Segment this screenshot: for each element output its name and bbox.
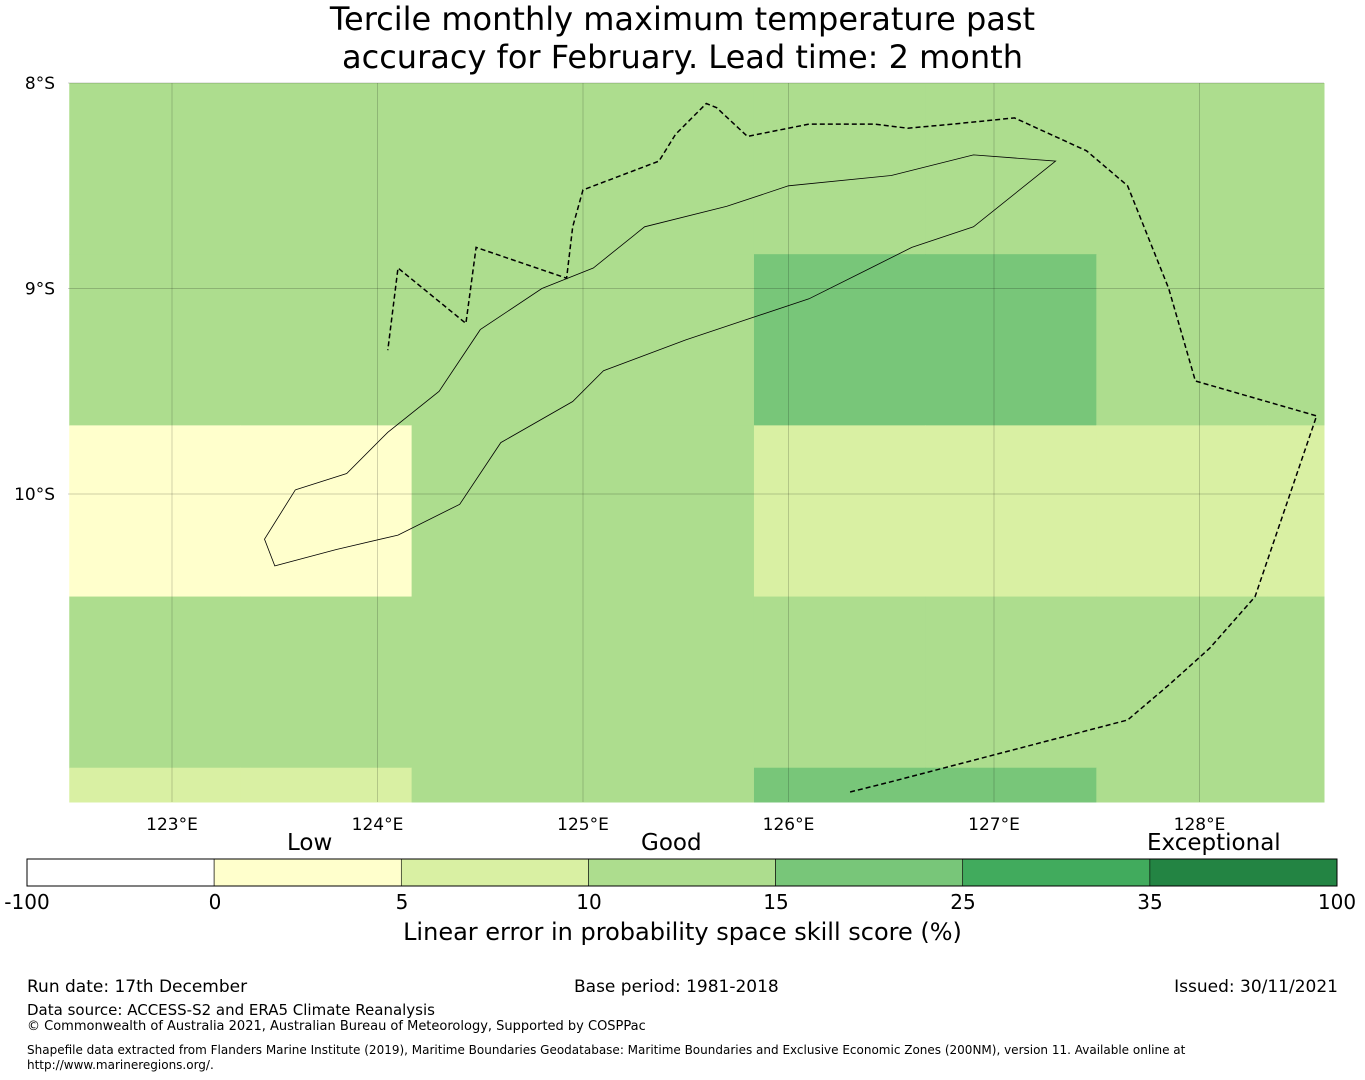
run-date: Run date: 17th December (27, 977, 248, 997)
skill-cell (1096, 254, 1269, 426)
latitude-label: 8°S (25, 74, 55, 94)
colorbar-category-good: Good (641, 830, 702, 856)
colorbar-tick: 0 (208, 890, 222, 914)
skill-cell (753, 767, 926, 803)
skill-cell (925, 254, 1097, 426)
colorbar-segment (588, 858, 776, 887)
colorbar-tick: 25 (950, 890, 976, 914)
colorbar-label: Linear error in probability space skill … (403, 918, 962, 946)
skill-cell (1096, 83, 1269, 255)
colorbar-segment (775, 858, 964, 887)
graticule (68, 82, 1324, 802)
skill-cell (240, 767, 413, 803)
skill-cell (411, 596, 584, 769)
shapefile-credit: Shapefile data extracted from Flanders M… (27, 1043, 1186, 1072)
skill-cell (1096, 425, 1269, 598)
colorbar-segment (962, 858, 1151, 887)
skill-cell (1096, 596, 1269, 769)
colorbar-segment (400, 858, 589, 887)
skill-cell (240, 596, 413, 769)
skill-cell (1267, 596, 1325, 769)
skill-cell (925, 596, 1097, 769)
colorbar-outline (26, 858, 1338, 887)
coastline (264, 154, 1057, 567)
skill-cell (582, 425, 755, 598)
skill-cell (582, 254, 755, 426)
eez-boundary (387, 102, 1318, 793)
base-period: Base period: 1981-2018 (574, 977, 779, 997)
skill-cell (753, 254, 926, 426)
copyright: © Commonwealth of Australia 2021, Austra… (27, 1019, 646, 1034)
skill-cell (1267, 254, 1325, 426)
skill-cell (1267, 767, 1325, 803)
skill-cell (1096, 767, 1269, 803)
skill-grid-cells (69, 83, 1325, 803)
colorbar (26, 858, 1338, 887)
colorbar-tick: 35 (1137, 890, 1163, 914)
colorbar-tick: 5 (395, 890, 409, 914)
colorbar-tick: 10 (576, 890, 602, 914)
latitude-label: 9°S (25, 280, 55, 300)
skill-cell (69, 83, 241, 255)
skill-cell (69, 425, 241, 598)
colorbar-category-low: Low (287, 830, 333, 856)
skill-cell (240, 83, 413, 255)
skill-cell (1267, 425, 1325, 598)
title-line-1: Tercile monthly maximum temperature past (329, 0, 1036, 38)
skill-cell (411, 254, 584, 426)
longitude-labels: 123°E 124°E 125°E 126°E 127°E 128°E (146, 815, 1225, 835)
skill-cell (1267, 83, 1325, 255)
skill-cell (411, 767, 584, 803)
colorbar-category-exceptional: Exceptional (1147, 830, 1281, 856)
longitude-label: 124°E (352, 815, 404, 835)
skill-cell (582, 83, 755, 255)
skill-cell (240, 425, 413, 598)
skill-cell (240, 254, 413, 426)
skill-cell (69, 767, 241, 803)
colorbar-segment (26, 858, 215, 887)
coastline-layer (264, 154, 1057, 567)
skill-cell (925, 767, 1097, 803)
latitude-label: 10°S (14, 485, 55, 505)
skill-cell (925, 83, 1097, 255)
skill-cell (582, 596, 755, 769)
eez-boundary-layer (387, 102, 1318, 793)
longitude-label: 125°E (557, 815, 609, 835)
skill-cell (753, 425, 926, 598)
longitude-label: 127°E (968, 815, 1020, 835)
colorbar-segment (213, 858, 402, 887)
issued-date: Issued: 30/11/2021 (1174, 977, 1338, 997)
skill-cell (69, 254, 241, 426)
colorbar-tick: 15 (763, 890, 789, 914)
longitude-label: 128°E (1174, 815, 1226, 835)
skill-cell (411, 83, 584, 255)
longitude-label: 126°E (763, 815, 815, 835)
colorbar-segment (1149, 858, 1338, 887)
chart-title: Tercile monthly maximum temperature past… (0, 0, 1365, 76)
colorbar-tick: 100 (1317, 890, 1357, 914)
skill-cell (69, 596, 241, 769)
latitude-labels: 8°S 9°S 10°S (14, 74, 55, 505)
colorbar-tick: -100 (4, 890, 50, 914)
skill-cell (753, 596, 926, 769)
skill-cell (411, 425, 584, 598)
skill-cell (753, 83, 926, 255)
skill-cell (925, 425, 1097, 598)
skill-cell (582, 767, 755, 803)
data-source: Data source: ACCESS-S2 and ERA5 Climate … (27, 1001, 435, 1019)
title-line-2: accuracy for February. Lead time: 2 mont… (342, 38, 1023, 76)
longitude-label: 123°E (146, 815, 198, 835)
